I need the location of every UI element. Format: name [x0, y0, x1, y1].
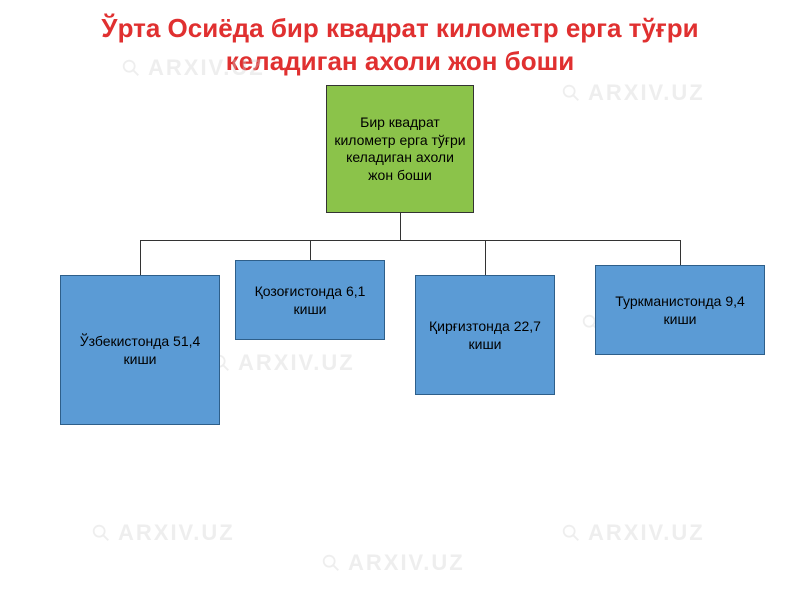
page-title: Ўрта Осиёда бир квадрат километр ерга тў…	[0, 0, 800, 85]
org-chart: Бир квадрат километр ерга тўғри келадига…	[0, 85, 800, 505]
root-node: Бир квадрат километр ерга тўғри келадига…	[326, 85, 474, 213]
watermark: ARXIV.UZ	[90, 520, 235, 546]
child-label: Ўзбекистонда 51,4 киши	[67, 332, 213, 368]
magnifier-icon	[560, 522, 582, 544]
connector-line	[400, 213, 401, 240]
connector-line	[485, 240, 486, 275]
child-node-kazakhstan: Қозоғистонда 6,1 киши	[235, 260, 385, 340]
watermark: ARXIV.UZ	[320, 550, 465, 576]
child-node-kyrgyzstan: Қирғизтонда 22,7 киши	[415, 275, 555, 395]
watermark: ARXIV.UZ	[560, 520, 705, 546]
connector-line	[680, 240, 681, 265]
child-node-turkmenistan: Туркманистонда 9,4 киши	[595, 265, 765, 355]
child-label: Қозоғистонда 6,1 киши	[242, 282, 378, 318]
connector-line	[140, 240, 141, 275]
child-label: Туркманистонда 9,4 киши	[602, 292, 758, 328]
watermark-text: ARXIV.UZ	[588, 520, 705, 546]
connector-line	[140, 240, 680, 241]
connector-line	[310, 240, 311, 260]
watermark-text: ARXIV.UZ	[118, 520, 235, 546]
magnifier-icon	[90, 522, 112, 544]
root-label: Бир квадрат километр ерга тўғри келадига…	[333, 114, 467, 184]
magnifier-icon	[320, 552, 342, 574]
child-label: Қирғизтонда 22,7 киши	[422, 317, 548, 353]
child-node-uzbekistan: Ўзбекистонда 51,4 киши	[60, 275, 220, 425]
watermark-text: ARXIV.UZ	[348, 550, 465, 576]
